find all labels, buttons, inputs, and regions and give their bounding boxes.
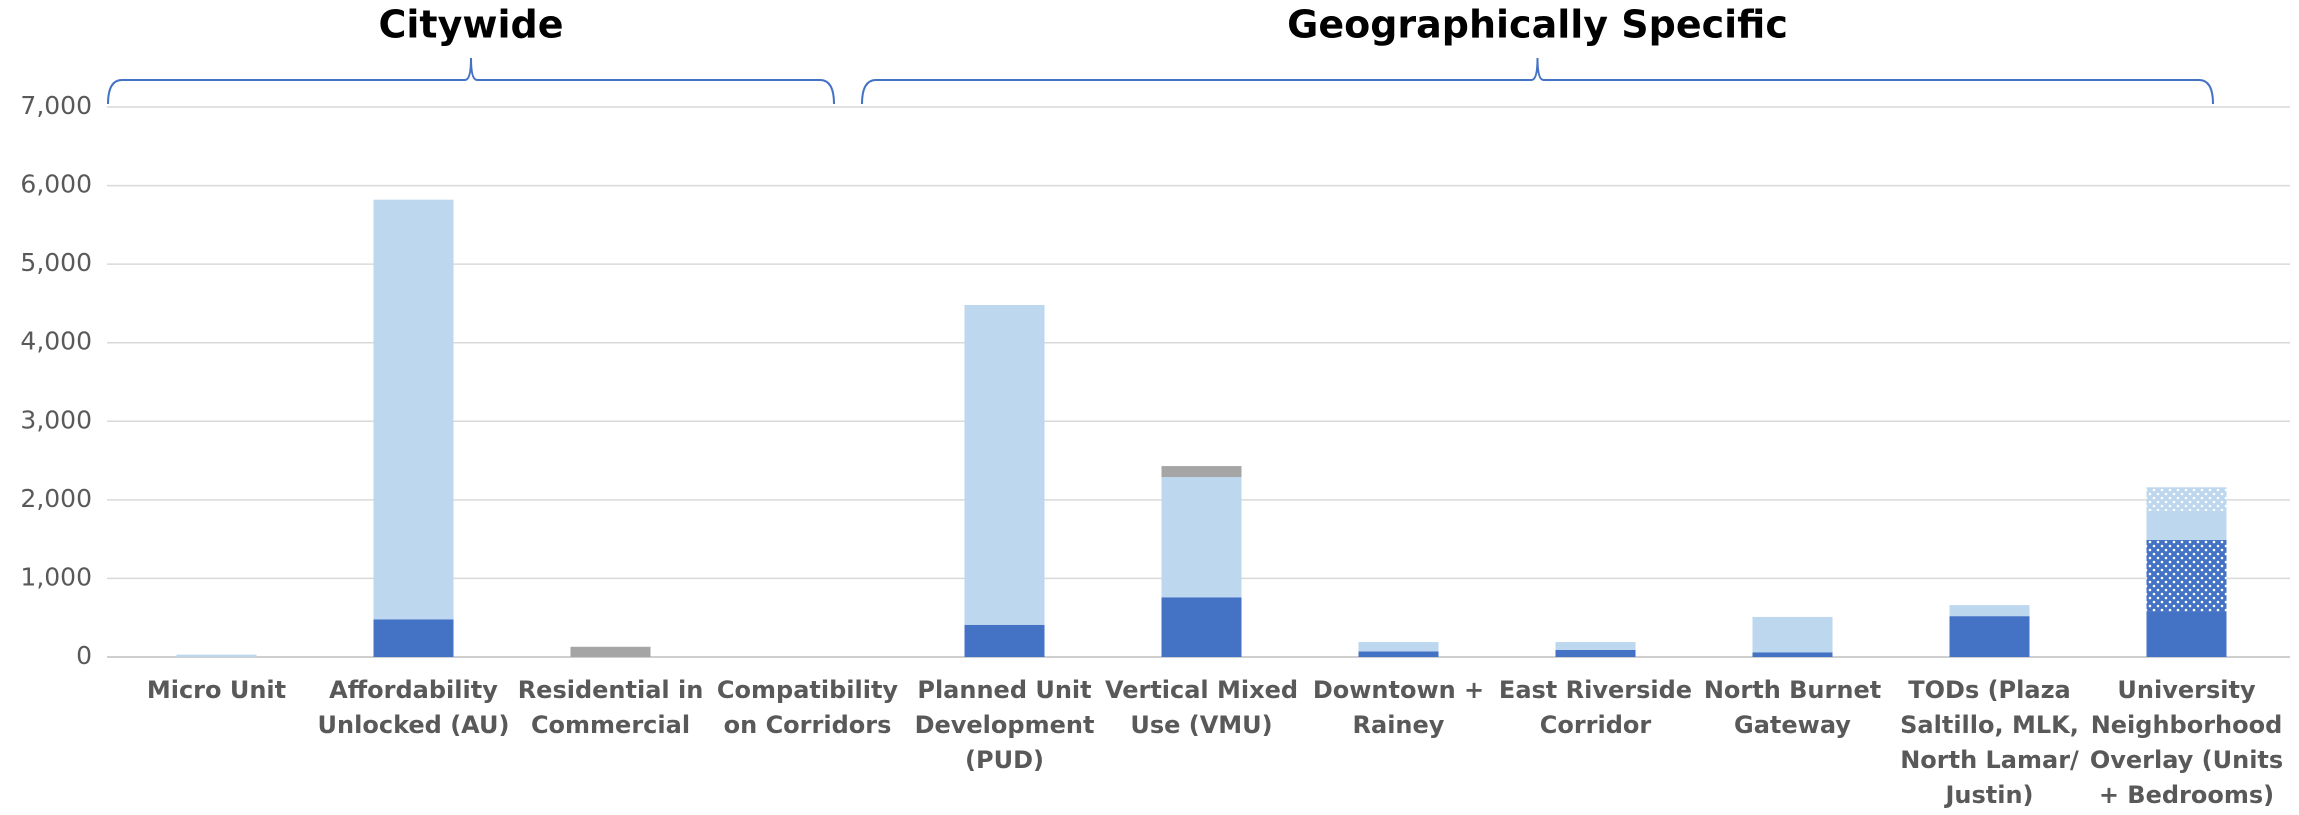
x-tick-label: Planned Unit Development (PUD) [914,676,1095,774]
bar-segment [1161,466,1242,478]
x-tick-label: Compatibility on Corridors [716,676,899,739]
bar-segment [2146,510,2227,540]
y-tick-label: 4,000 [20,327,92,356]
x-tick-label: Vertical Mixed Use (VMU) [1104,676,1299,739]
bar-segment [2146,487,2227,511]
y-tick-label: 1,000 [20,562,92,591]
y-tick-label: 0 [76,641,92,670]
bar-segment [373,619,454,657]
y-tick-label: 2,000 [20,484,92,513]
bar-segment [964,624,1045,657]
group-label: Citywide [379,3,564,47]
bar-segment [1161,597,1242,657]
bar-segment [373,199,454,620]
bar-segment [1752,652,1833,657]
x-tick-label: TODs (Plaza Saltillo, MLK, North Lamar/ … [1900,676,2079,809]
bar-segment [1555,649,1636,657]
bar-segment [1949,605,2030,617]
group-label: Geographically Specific [1287,3,1788,47]
x-tick-label: Affordability Unlocked (AU) [317,676,510,739]
x-tick-label: East Riverside Corridor [1498,676,1693,739]
bar-segment [1358,651,1439,657]
group-brace [107,57,835,105]
x-tick-label: Residential in Commercial [517,676,704,739]
bar-segment [570,646,651,657]
bar-segment [1949,616,2030,657]
bar-segment [2146,539,2227,612]
bar-segment [1161,477,1242,598]
bar-segment [964,305,1045,625]
x-tick-label: North Burnet Gateway [1703,676,1882,739]
group-brace [861,57,2214,105]
y-tick-label: 6,000 [20,170,92,199]
bar-segment [1752,616,1833,653]
y-tick-label: 7,000 [20,91,92,120]
x-tick-label: Downtown + Rainey [1312,676,1485,739]
y-tick-label: 3,000 [20,405,92,434]
x-tick-label: University Neighborhood Overlay (Units +… [2089,676,2284,809]
y-tick-label: 5,000 [20,248,92,277]
bar-segment [1555,642,1636,650]
x-tick-label: Micro Unit [146,676,287,704]
bar-segment [1358,642,1439,652]
bar-segment [176,654,257,657]
bar-segment [2146,611,2227,657]
